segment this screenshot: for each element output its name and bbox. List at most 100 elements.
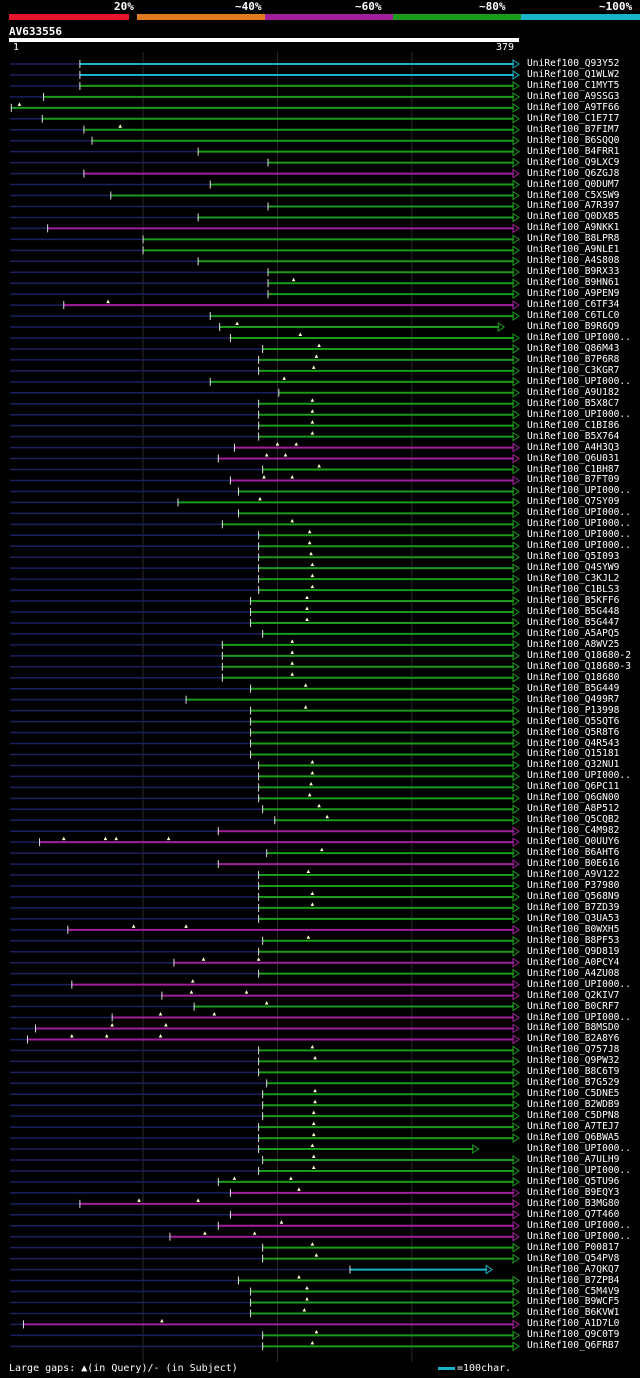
hit-label[interactable]: UniRef100_Q5SQT6 [527,715,620,727]
hit-label[interactable]: UniRef100_B0WXH5 [527,923,620,935]
hit-label[interactable]: UniRef100_Q9LXC9 [527,156,620,168]
hit-label[interactable]: UniRef100_UPI000.. [527,1164,631,1176]
hit-label[interactable]: UniRef100_B8PF53 [527,934,620,946]
hit-label[interactable]: UniRef100_B5X764 [527,430,620,442]
hit-label[interactable]: UniRef100_UPI000.. [527,375,631,387]
hit-label[interactable]: UniRef100_Q6FRB7 [527,1340,620,1352]
hit-label[interactable]: UniRef100_B7ZD39 [527,901,620,913]
hit-label[interactable]: UniRef100_C1BH87 [527,463,620,475]
hit-label[interactable]: UniRef100_Q3UA53 [527,912,620,924]
hit-label[interactable]: UniRef100_UPI000.. [527,1143,631,1155]
hit-label[interactable]: UniRef100_Q0DUM7 [527,178,620,190]
hit-label[interactable]: UniRef100_B8MSD0 [527,1022,620,1034]
hit-label[interactable]: UniRef100_Q18680 [527,671,620,683]
hit-label[interactable]: UniRef100_B7P6R8 [527,353,620,365]
hit-label[interactable]: UniRef100_Q9D819 [527,945,620,957]
hit-label[interactable]: UniRef100_C1BI86 [527,419,620,431]
hit-label[interactable]: UniRef100_UPI000.. [527,408,631,420]
hit-label[interactable]: UniRef100_A7TEJ7 [527,1121,620,1133]
hit-label[interactable]: UniRef100_A9NLE1 [527,244,620,256]
hit-label[interactable]: UniRef100_Q2KIV7 [527,989,620,1001]
hit-label[interactable]: UniRef100_Q5TU96 [527,1175,620,1187]
hit-label[interactable]: UniRef100_A9PEN9 [527,288,620,300]
hit-label[interactable]: UniRef100_Q6BWA5 [527,1132,620,1144]
hit-label[interactable]: UniRef100_B9R6Q9 [527,321,620,333]
hit-label[interactable]: UniRef100_Q5CQB2 [527,814,620,826]
hit-label[interactable]: UniRef100_B2WDB9 [527,1099,620,1111]
hit-label[interactable]: UniRef100_Q0UUY6 [527,836,620,848]
hit-label[interactable]: UniRef100_B7FIM7 [527,123,620,135]
hit-label[interactable]: UniRef100_A9SSG3 [527,90,620,102]
hit-label[interactable]: UniRef100_B8C6T9 [527,1066,620,1078]
hit-label[interactable]: UniRef100_Q93Y52 [527,58,620,69]
hit-label[interactable]: UniRef100_C6TLC0 [527,310,620,322]
hit-label[interactable]: UniRef100_A4H3Q3 [527,441,620,453]
hit-label[interactable]: UniRef100_P37980 [527,880,620,891]
hit-label[interactable]: UniRef100_A9U182 [527,386,620,398]
hit-label[interactable]: UniRef100_P13998 [527,704,620,716]
hit-label[interactable]: UniRef100_B7G529 [527,1077,620,1089]
hit-label[interactable]: UniRef100_Q32NU1 [527,759,620,771]
hit-label[interactable]: UniRef100_B9HN61 [527,277,620,289]
hit-label[interactable]: UniRef100_A9TF66 [527,101,620,113]
hit-label[interactable]: UniRef100_Q7SY09 [527,496,620,508]
hit-label[interactable]: UniRef100_B0CRF7 [527,1000,620,1012]
hit-label[interactable]: UniRef100_B5G449 [527,682,620,694]
hit-label[interactable]: UniRef100_A5APQ5 [527,627,620,639]
hit-label[interactable]: UniRef100_Q568N9 [527,890,620,902]
hit-label[interactable]: UniRef100_UPI000.. [527,1219,631,1231]
hit-label[interactable]: UniRef100_C5DPN8 [527,1110,620,1122]
hit-label[interactable]: UniRef100_UPI000.. [527,485,631,497]
hit-label[interactable]: UniRef100_A7QKQ7 [527,1263,620,1275]
hit-label[interactable]: UniRef100_Q6U031 [527,452,620,464]
hit-label[interactable]: UniRef100_UPI000.. [527,507,631,519]
hit-label[interactable]: UniRef100_P00817 [527,1241,620,1253]
hit-label[interactable]: UniRef100_Q1WLW2 [527,68,620,80]
hit-label[interactable]: UniRef100_Q0DX85 [527,211,620,223]
hit-label[interactable]: UniRef100_A4ZU08 [527,967,620,979]
hit-label[interactable]: UniRef100_Q18680-2 [527,649,631,661]
hit-label[interactable]: UniRef100_B6KVW1 [527,1307,620,1319]
hit-label[interactable]: UniRef100_C1MYT5 [527,79,620,91]
hit-label[interactable]: UniRef100_B2A8Y6 [527,1033,620,1045]
hit-label[interactable]: UniRef100_Q5I093 [527,551,620,563]
hit-label[interactable]: UniRef100_B8LPR8 [527,233,620,245]
hit-label[interactable]: UniRef100_C3KJL2 [527,573,620,585]
hit-label[interactable]: UniRef100_Q54PV8 [527,1252,620,1264]
hit-label[interactable]: UniRef100_Q757J8 [527,1044,620,1056]
hit-label[interactable]: UniRef100_Q499R7 [527,693,620,705]
hit-label[interactable]: UniRef100_C5M4V9 [527,1285,620,1297]
hit-label[interactable]: UniRef100_Q9C0T9 [527,1329,620,1341]
hit-label[interactable]: UniRef100_A0PCY4 [527,956,620,968]
hit-label[interactable]: UniRef100_Q9PW32 [527,1055,620,1067]
hit-label[interactable]: UniRef100_Q6PC11 [527,781,620,793]
hit-label[interactable]: UniRef100_UPI000.. [527,1011,631,1023]
hit-label[interactable]: UniRef100_B9EQY3 [527,1186,620,1198]
hit-label[interactable]: UniRef100_A9V122 [527,869,620,881]
hit-label[interactable]: UniRef100_Q6ZGJ8 [527,167,620,179]
hit-label[interactable]: UniRef100_A7R397 [527,200,620,212]
hit-label[interactable]: UniRef100_B5KFF6 [527,595,620,607]
hit-label[interactable]: UniRef100_UPI000.. [527,518,631,530]
hit-label[interactable]: UniRef100_A7ULH9 [527,1154,620,1165]
hit-label[interactable]: UniRef100_UPI000.. [527,770,631,782]
hit-label[interactable]: UniRef100_C3KGR7 [527,364,620,376]
hit-label[interactable]: UniRef100_Q6GN00 [527,792,620,804]
hit-label[interactable]: UniRef100_Q7T460 [527,1208,620,1220]
hit-label[interactable]: UniRef100_C1BLS3 [527,584,620,596]
hit-label[interactable]: UniRef100_UPI000.. [527,529,631,541]
hit-label[interactable]: UniRef100_Q4R543 [527,737,620,749]
hit-label[interactable]: UniRef100_B5X8C7 [527,397,620,409]
hit-label[interactable]: UniRef100_Q15181 [527,748,620,760]
hit-label[interactable]: UniRef100_B6AHT6 [527,847,620,859]
hit-label[interactable]: UniRef100_C4M982 [527,825,620,837]
hit-label[interactable]: UniRef100_Q18680-3 [527,660,631,672]
hit-label[interactable]: UniRef100_UPI000.. [527,540,631,552]
hit-label[interactable]: UniRef100_C1E7I7 [527,112,620,124]
hit-label[interactable]: UniRef100_B0E616 [527,858,620,870]
hit-label[interactable]: UniRef100_C5XSW9 [527,189,620,201]
hit-label[interactable]: UniRef100_A9NKK1 [527,222,620,234]
hit-label[interactable]: UniRef100_C6TF34 [527,299,620,311]
hit-label[interactable]: UniRef100_UPI000.. [527,1230,631,1242]
hit-label[interactable]: UniRef100_B6SQQ0 [527,134,620,146]
